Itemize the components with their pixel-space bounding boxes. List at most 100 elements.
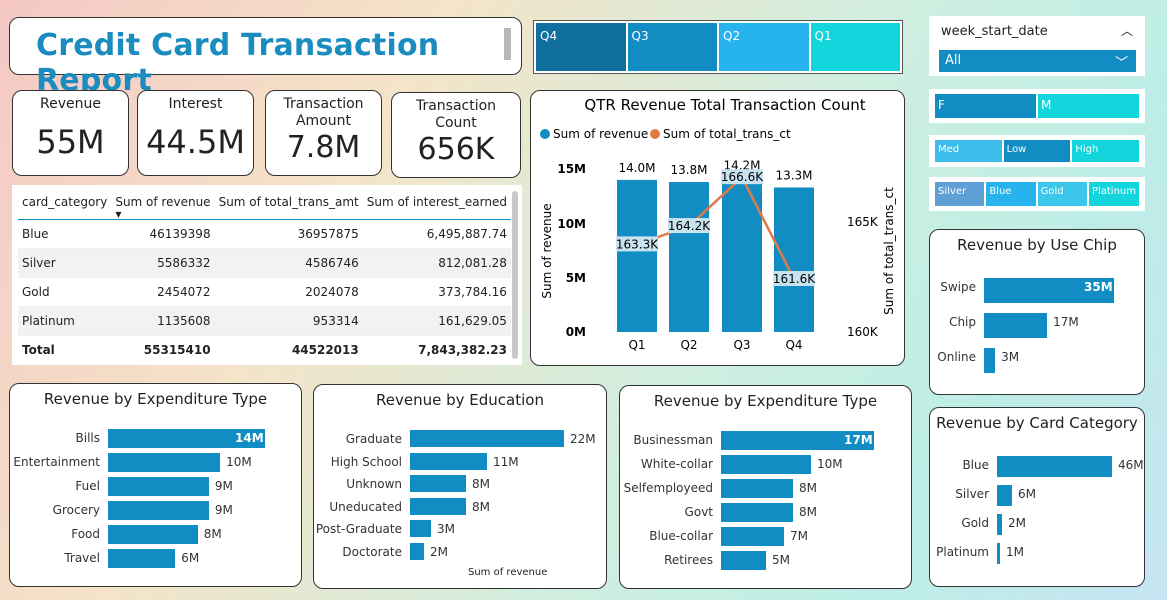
count-label-bg	[721, 169, 763, 185]
bar[interactable]	[721, 479, 793, 498]
column-header[interactable]: Sum of total_trans_amt	[214, 191, 363, 220]
y-axis-right-label: Sum of total_trans_ct	[882, 187, 896, 315]
revenue-bar[interactable]	[617, 179, 657, 332]
bar[interactable]	[410, 543, 424, 560]
collapse-chevron-icon[interactable]: ︿	[1120, 24, 1133, 38]
bar[interactable]	[108, 429, 265, 448]
category-label: Online	[937, 350, 976, 364]
bar[interactable]	[721, 503, 793, 522]
data-label: 5M	[772, 553, 790, 567]
bar[interactable]	[410, 497, 466, 515]
category-label: Silver	[955, 487, 989, 501]
bar[interactable]	[984, 278, 1114, 303]
column-header[interactable]: card_category	[18, 191, 112, 220]
data-label: 8M	[799, 481, 817, 495]
data-label: 46M	[1118, 458, 1144, 472]
bar[interactable]	[108, 477, 209, 496]
data-label: 35M	[1084, 280, 1113, 294]
bar[interactable]	[997, 514, 1002, 535]
table-row: Blue 46139398 36957875 6,495,887.74	[18, 219, 511, 249]
table-scrollbar[interactable]	[512, 191, 518, 359]
category-label: Bills	[75, 431, 101, 445]
revenue-data-label: 13.8M	[670, 163, 707, 177]
category-label: Swipe	[940, 280, 976, 294]
bar[interactable]	[410, 475, 466, 493]
quarter-option-q1[interactable]: Q1	[810, 23, 900, 71]
chart-title: Revenue by Education	[376, 391, 544, 409]
week-slicer-dropdown[interactable]: All ﹀	[939, 50, 1136, 72]
gender-option-f[interactable]: F	[935, 94, 1036, 118]
card-option-gold[interactable]: Gold	[1037, 182, 1087, 206]
bar[interactable]	[997, 485, 1012, 506]
bar[interactable]	[721, 527, 784, 546]
column-header[interactable]: Sum of interest_earned	[362, 191, 511, 220]
report-title: Credit Card Transaction Report	[36, 28, 440, 98]
column-header-sorted[interactable]: Sum of revenue ▼	[111, 191, 215, 220]
count-line[interactable]	[636, 175, 796, 280]
revenue-bar[interactable]	[722, 177, 762, 332]
quarter-option-q4[interactable]: Q4	[536, 23, 626, 71]
data-label: 14M	[235, 431, 264, 445]
y2-tick: 165K	[847, 215, 879, 229]
title-scroll-indicator	[504, 28, 511, 60]
category-label: White-collar	[640, 457, 713, 471]
data-label: 10M	[226, 455, 252, 469]
table-row: Gold 2454072 2024078 373,784.16	[18, 277, 511, 307]
bar[interactable]	[984, 313, 1048, 338]
gender-option-m[interactable]: M	[1038, 94, 1139, 118]
revenue-bar[interactable]	[774, 187, 814, 332]
bar[interactable]	[721, 431, 874, 450]
bar[interactable]	[410, 430, 564, 447]
data-label: 3M	[1001, 350, 1020, 364]
bar[interactable]	[108, 525, 198, 544]
bar[interactable]	[410, 452, 487, 470]
card-option-blue[interactable]: Blue	[986, 182, 1036, 206]
card-option-silver[interactable]: Silver	[935, 182, 985, 206]
table-cell: 5586332	[111, 248, 215, 278]
bar[interactable]	[997, 456, 1112, 477]
card-category-table: card_category Sum of revenue ▼ Sum of tot…	[12, 185, 522, 365]
revenue-data-label: 14.0M	[618, 161, 655, 175]
count-label-bg	[773, 271, 815, 287]
bar[interactable]	[108, 549, 176, 568]
legend-count[interactable]: Sum of total_trans_ct	[663, 127, 791, 141]
kpi-revenue: Revenue 55M	[12, 90, 129, 176]
revenue-by-card-category-card: Revenue by Card Category Blue 46M Silver 6M…	[929, 407, 1145, 587]
legend-revenue-marker	[540, 129, 550, 139]
bar[interactable]	[108, 453, 221, 472]
bar[interactable]	[997, 543, 1000, 564]
income-option-med[interactable]: Med	[935, 140, 1002, 162]
combo-title: QTR Revenue Total Transaction Count	[584, 96, 865, 114]
table-cell: Platinum	[18, 306, 112, 336]
category-label: Blue	[962, 458, 989, 472]
quarter-option-q2[interactable]: Q2	[719, 23, 809, 71]
kpi-value: 55M	[36, 123, 105, 161]
data-label: 3M	[437, 522, 455, 537]
kpi-value: 7.8M	[286, 130, 361, 165]
table-cell: Total	[18, 335, 112, 364]
x-tick: Q2	[680, 338, 697, 352]
category-label: Businessman	[633, 433, 713, 447]
sort-desc-icon: ▼	[115, 210, 122, 219]
income-option-low[interactable]: Low	[1003, 140, 1071, 162]
data-label: 6M	[1018, 487, 1036, 501]
quarter-option-q3[interactable]: Q3	[627, 23, 717, 71]
bar[interactable]	[410, 520, 431, 538]
bar[interactable]	[721, 551, 766, 570]
data-label: 9M	[214, 479, 233, 493]
count-data-label: 161.6K	[773, 272, 816, 286]
kpi-label: Interest	[168, 96, 223, 112]
table-cell: 55315410	[111, 335, 215, 364]
income-option-high[interactable]: High	[1072, 140, 1140, 162]
week-slicer-selected: All	[945, 53, 962, 68]
table-cell: 46139398	[111, 219, 215, 249]
y2-tick: 160K	[847, 325, 879, 339]
bar[interactable]	[984, 348, 996, 373]
card-option-platinum[interactable]: Platinum	[1088, 182, 1139, 206]
legend-revenue[interactable]: Sum of revenue	[553, 127, 648, 141]
revenue-bar[interactable]	[669, 182, 709, 332]
bar[interactable]	[721, 455, 811, 474]
category-label: Govt	[684, 505, 713, 519]
kpi-value: 44.5M	[146, 123, 245, 161]
bar[interactable]	[108, 501, 209, 520]
